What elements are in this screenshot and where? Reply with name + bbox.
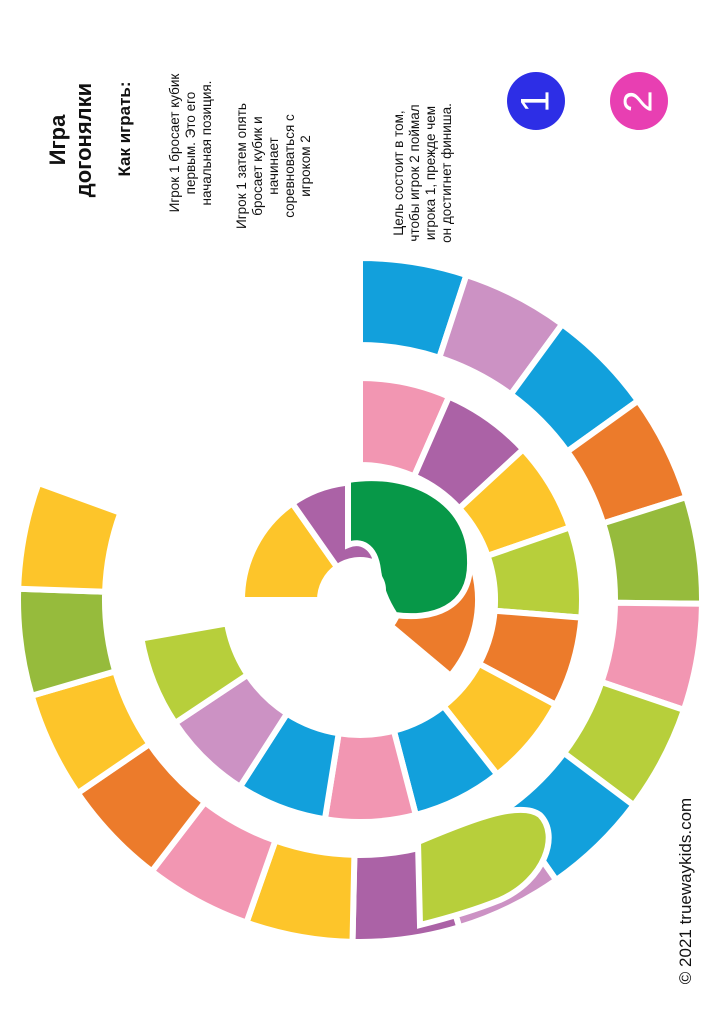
rule-line: Цель состоит в том, [391,110,406,236]
rule-line: первым. Это его [183,91,198,195]
rule-line: начинает [266,137,281,195]
board-center [334,564,386,616]
rule-line: Игрок 1 затем опять [234,103,249,229]
rule-line: чтобы игрок 2 поймал [407,104,422,242]
rule-text: Игрок 1 затем опять бросает кубик и начи… [234,81,316,251]
player-1-token: 1 [507,72,565,130]
rule-line: Игрок 1 бросает кубик [167,73,182,213]
game-title-line: Игра [45,114,70,166]
track-end-space [414,806,552,929]
rule-line: соревноваться с [282,114,297,218]
middle-ring-space [138,620,251,726]
rule-line: бросает кубик и [250,116,265,216]
finish-space [345,475,474,620]
inner-ring-space [239,500,341,603]
rule-line: он достигнет финиша. [439,103,454,243]
rule-text: Игрок 1 бросает кубик первым. Это его на… [167,48,217,238]
player-2-token: 2 [610,72,668,130]
outer-ring-space [15,480,124,595]
rule-text: Цель состоит в том, чтобы игрок 2 поймал… [391,68,457,278]
game-title: Игра догонялки [45,40,101,240]
game-title-line: догонялки [71,82,96,198]
player-1-label: 1 [513,89,558,113]
player-2-label: 2 [616,89,661,113]
copyright-text: © 2021 truewaykids.com [676,797,695,985]
board-spaces [15,255,706,945]
rule-line: начальная позиция. [199,80,214,206]
rule-line: игрока 1, прежде чем [423,105,438,241]
rule-line: игроком 2 [298,135,313,197]
how-to-play-heading: Как играть: [115,81,134,177]
